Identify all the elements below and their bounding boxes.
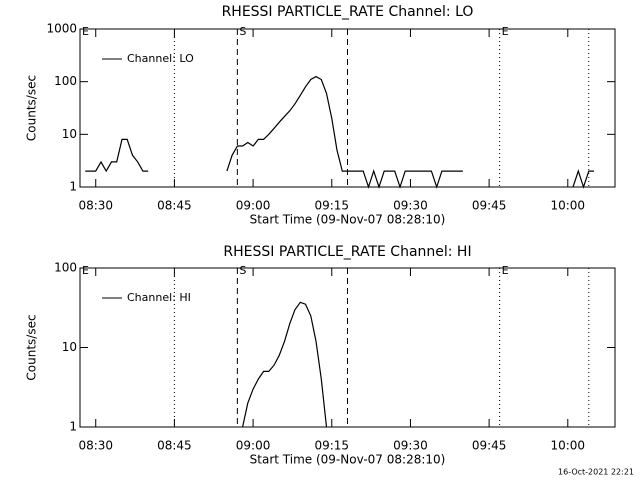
y-axis-label: Counts/sec: [25, 314, 39, 380]
data-line: [85, 75, 594, 189]
y-tick-label: 1000: [46, 22, 77, 36]
x-tick-label: 09:45: [472, 199, 507, 213]
y-tick-label: 1: [69, 180, 77, 194]
x-tick-label: 08:45: [157, 439, 192, 453]
x-tick-label: 09:00: [236, 199, 271, 213]
legend-label: Channel: HI: [127, 291, 191, 304]
x-tick-label: 09:15: [314, 439, 349, 453]
chart-title: RHESSI PARTICLE_RATE Channel: HI: [223, 244, 471, 260]
y-tick-label: 1: [69, 420, 77, 434]
flag-label: S: [239, 264, 246, 277]
x-axis-label: Start Time (09-Nov-07 08:28:10): [250, 453, 446, 467]
legend-label: Channel: LO: [127, 52, 194, 65]
x-tick-label: 09:45: [472, 439, 507, 453]
flag-label: E: [82, 264, 89, 277]
y-tick-label: 10: [62, 340, 77, 354]
y-tick-label: 100: [54, 261, 77, 275]
flag-label: E: [502, 25, 509, 38]
y-tick-label: 100: [54, 74, 77, 88]
x-tick-label: 09:30: [393, 439, 428, 453]
flag-label: E: [502, 264, 509, 277]
x-tick-label: 08:30: [78, 199, 113, 213]
x-tick-label: 10:00: [550, 439, 585, 453]
flag-label: E: [82, 25, 89, 38]
x-axis-label: Start Time (09-Nov-07 08:28:10): [250, 213, 446, 227]
y-axis-label: Counts/sec: [25, 75, 39, 141]
data-line: [242, 301, 328, 428]
x-tick-label: 09:00: [236, 439, 271, 453]
y-tick-label: 10: [62, 127, 77, 141]
chart-title: RHESSI PARTICLE_RATE Channel: LO: [222, 4, 474, 20]
footer: 16-Oct-2021 22:21: [558, 468, 634, 477]
x-tick-label: 08:30: [78, 439, 113, 453]
x-tick-label: 09:30: [393, 199, 428, 213]
x-tick-label: 10:00: [550, 199, 585, 213]
flag-label: S: [239, 25, 246, 38]
x-tick-label: 09:15: [314, 199, 349, 213]
x-tick-label: 08:45: [157, 199, 192, 213]
